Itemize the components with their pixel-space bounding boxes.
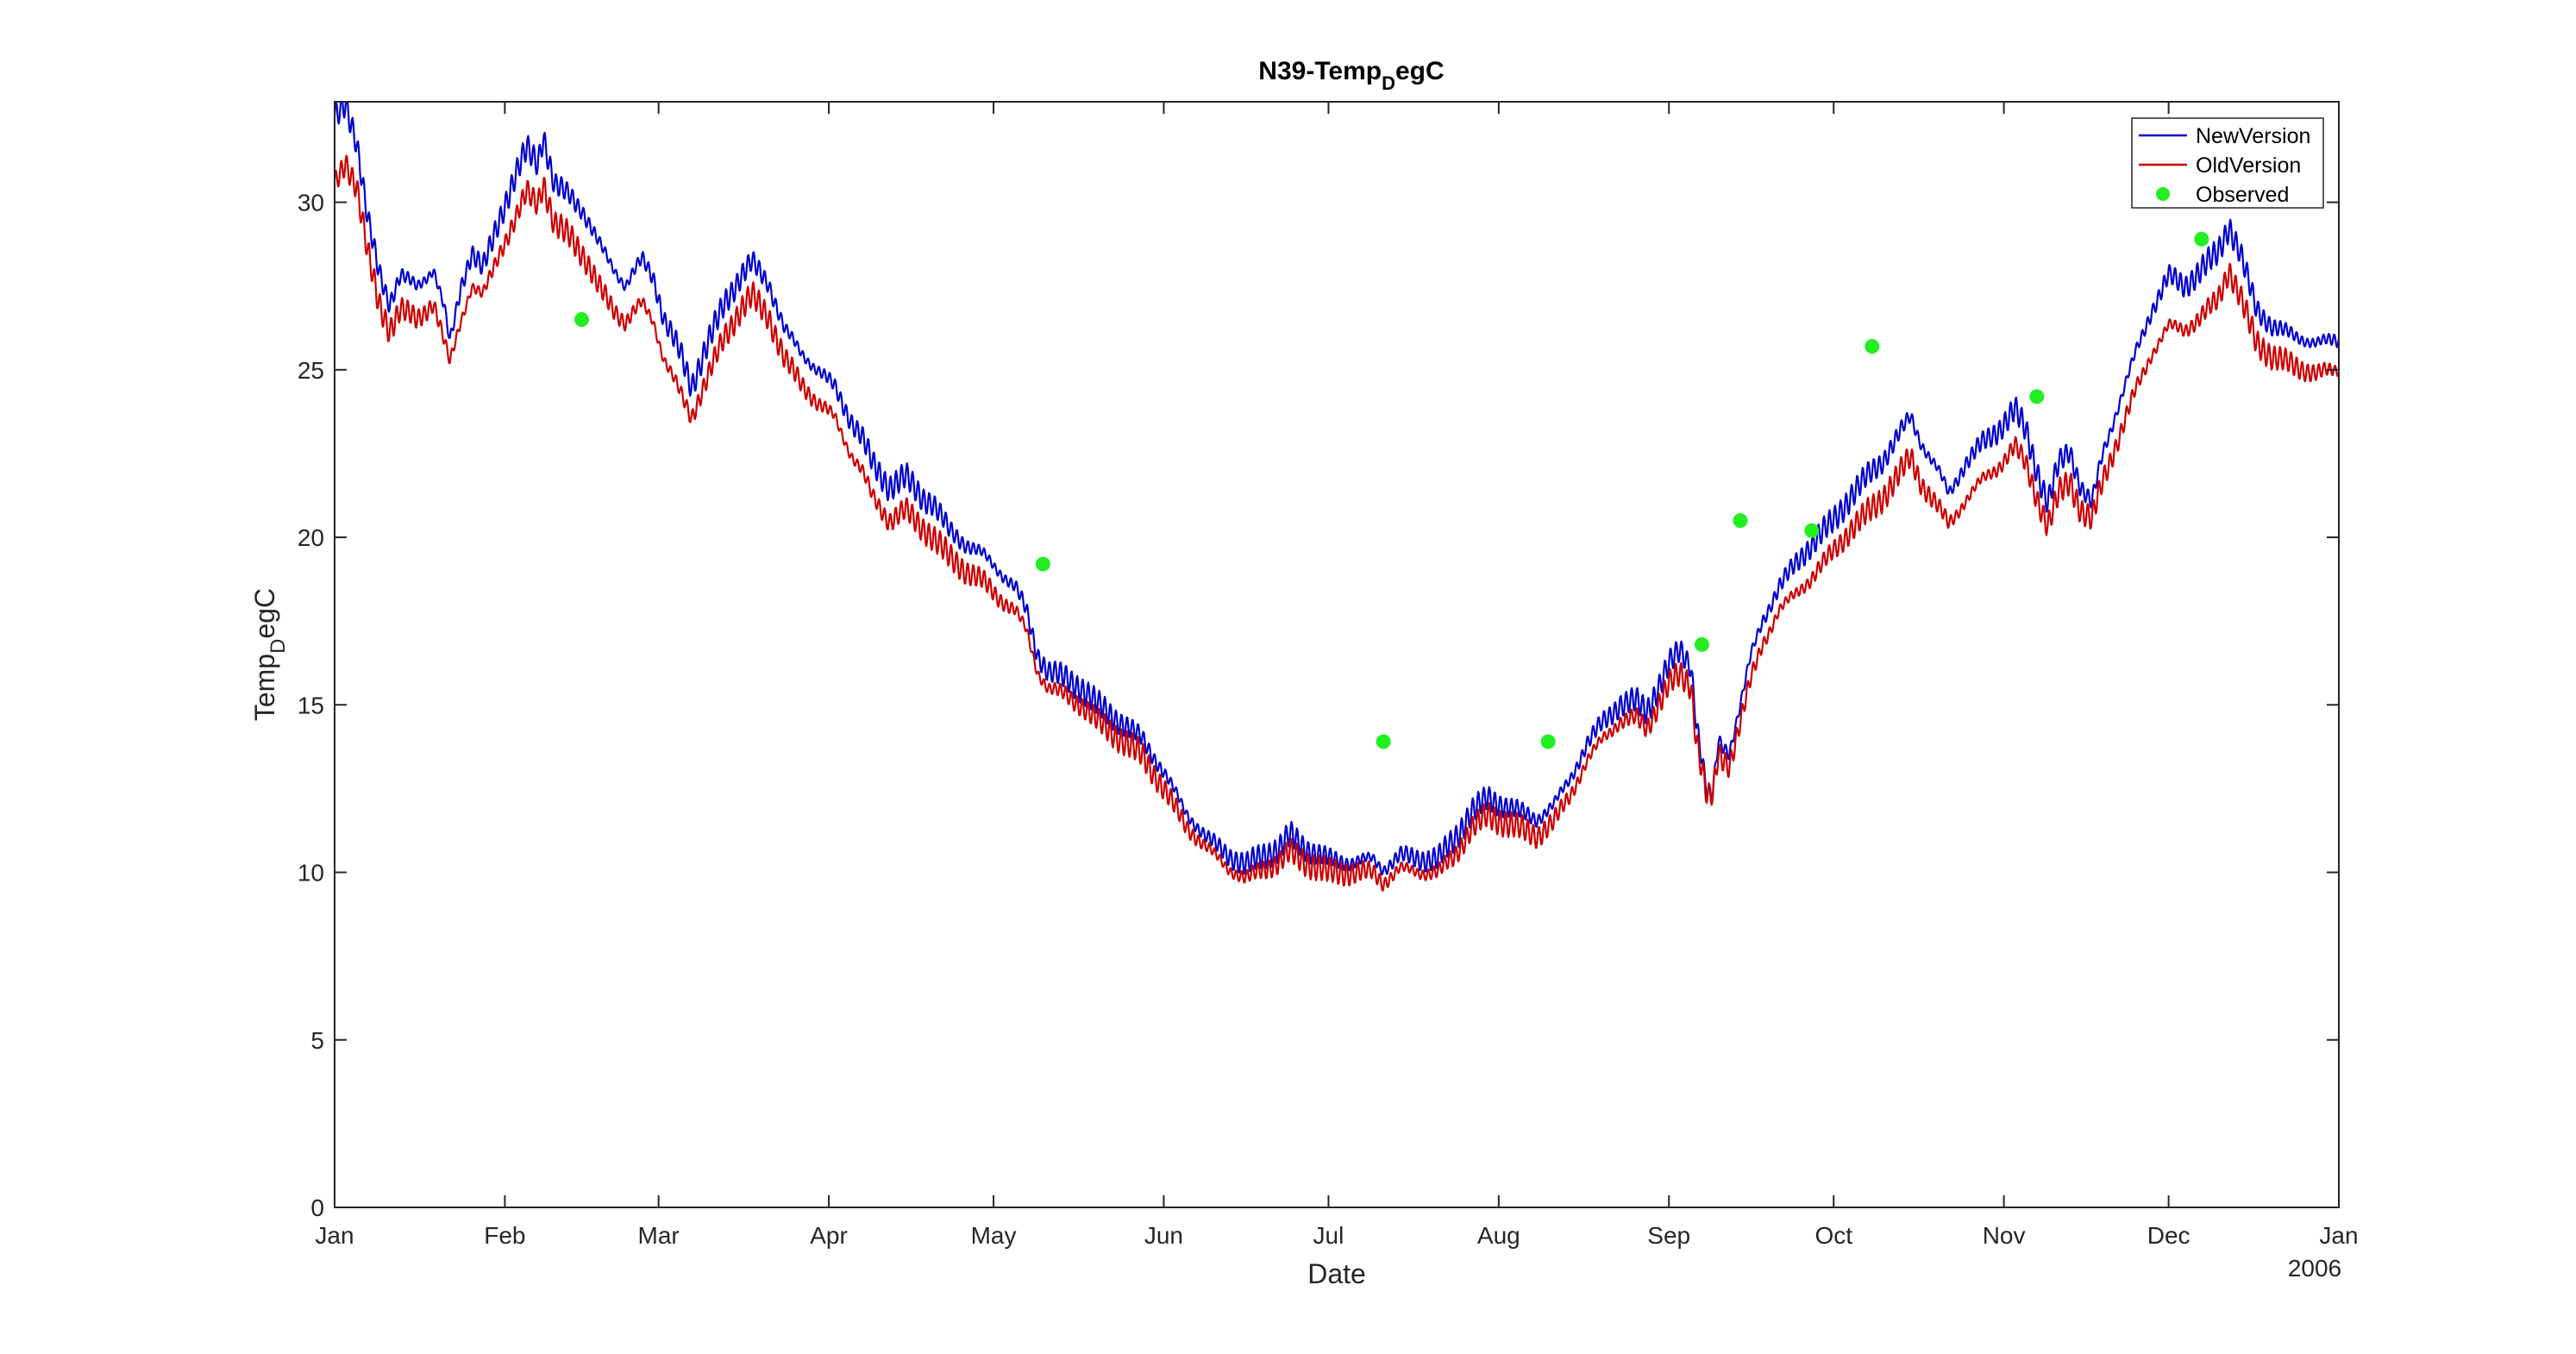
- plot-series-area: [335, 102, 2339, 892]
- y-axis-title-rest: egC: [249, 588, 280, 639]
- x-tick-label: Mar: [638, 1222, 680, 1249]
- x-tick-label: Nov: [1983, 1222, 2026, 1249]
- x-axis-title: Date: [1307, 1258, 1366, 1289]
- y-axis-title-main: Temp: [249, 654, 280, 721]
- legend-label-oldversion: OldVersion: [2196, 154, 2301, 178]
- legend-label-observed: Observed: [2196, 183, 2289, 207]
- y-tick-label: 30: [298, 190, 324, 216]
- y-tick-label: 25: [298, 357, 324, 384]
- x-tick-label: Apr: [810, 1222, 848, 1249]
- x-tick-label: Jan: [315, 1222, 354, 1249]
- x-tick-label: Jul: [1313, 1222, 1344, 1249]
- legend-label-newversion: NewVersion: [2196, 124, 2310, 148]
- series-layer: [335, 102, 2339, 892]
- x-tick-label: Jun: [1144, 1222, 1183, 1249]
- y-axis-title: TempDegC: [249, 588, 290, 721]
- x-tick-label: Jan: [2319, 1222, 2358, 1249]
- x-axis-ticks: Jan Feb Mar Apr May Jun Jul Aug Sep Oct Nov Dec Jan: [315, 102, 2359, 1249]
- x-tick-label: May: [971, 1222, 1017, 1249]
- chart-title-main: N39-Temp: [1258, 57, 1382, 85]
- observed-point: [1540, 734, 1556, 749]
- y-tick-label: 20: [298, 524, 324, 551]
- observed-point: [1865, 339, 1880, 354]
- series-line-newversion: [335, 102, 2339, 876]
- x-tick-label: Sep: [1647, 1222, 1690, 1249]
- x-axis-year-label: 2006: [2288, 1255, 2341, 1282]
- series-line-oldversion: [335, 154, 2339, 892]
- y-axis-ticks: 0 5 10 15 20 25 30: [298, 190, 2339, 1221]
- x-tick-label: Oct: [1814, 1222, 1852, 1249]
- chart-title-rest: egC: [1395, 57, 1445, 85]
- observed-point: [1035, 556, 1050, 572]
- observed-point: [574, 312, 590, 328]
- observed-point: [2194, 231, 2209, 247]
- observed-markers: [574, 231, 2209, 749]
- observed-point: [2029, 389, 2045, 404]
- legend-swatch-observed: [2156, 187, 2170, 201]
- y-axis-title-subscript: D: [266, 639, 290, 654]
- y-tick-label: 5: [310, 1027, 324, 1054]
- chart-title: N39-TempDegC: [1258, 57, 1444, 94]
- x-tick-label: Feb: [484, 1222, 525, 1249]
- observed-point: [1733, 513, 1748, 529]
- x-tick-label: Dec: [2147, 1222, 2191, 1249]
- x-tick-label: Aug: [1477, 1222, 1520, 1249]
- y-tick-label: 15: [298, 692, 324, 718]
- y-tick-label: 10: [298, 860, 324, 887]
- y-tick-label: 0: [310, 1194, 324, 1221]
- observed-point: [1376, 734, 1391, 749]
- observed-point: [1694, 636, 1709, 652]
- legend: NewVersion OldVersion Observed: [2131, 117, 2324, 209]
- chart-title-subscript: D: [1382, 72, 1395, 94]
- observed-point: [1804, 523, 1820, 538]
- plot-area-frame: [334, 101, 2340, 1208]
